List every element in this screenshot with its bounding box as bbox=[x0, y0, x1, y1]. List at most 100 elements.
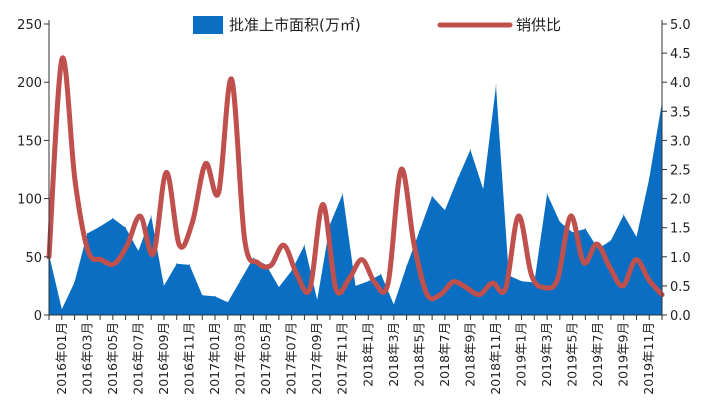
x-tick-label: 2018年3月 bbox=[386, 322, 401, 387]
area-point bbox=[291, 270, 293, 272]
x-tick-label: 2017年01月 bbox=[207, 322, 222, 395]
legend-label-area: 批准上市面积(万㎡) bbox=[229, 16, 361, 34]
line-point bbox=[205, 163, 206, 165]
area-point bbox=[623, 214, 625, 216]
line-point bbox=[283, 244, 285, 246]
line-point bbox=[192, 221, 193, 223]
y-left-tick-label: 150 bbox=[17, 134, 42, 149]
line-point bbox=[505, 288, 506, 290]
y-right-tick-label: 0.0 bbox=[670, 309, 691, 324]
x-tick-label: 2018年1月 bbox=[360, 322, 375, 387]
line-point bbox=[439, 294, 441, 296]
x-tick-label: 2016年09月 bbox=[156, 322, 171, 395]
area-point bbox=[355, 285, 356, 287]
line-point bbox=[478, 294, 480, 296]
y-right-tick-label: 4.5 bbox=[670, 47, 691, 62]
area-point bbox=[227, 301, 229, 303]
line-point bbox=[296, 273, 298, 275]
x-tick-label: 2018年11月 bbox=[488, 322, 503, 395]
x-tick-label: 2016年11月 bbox=[182, 322, 197, 395]
area-point bbox=[584, 228, 586, 230]
line-point bbox=[426, 294, 428, 296]
line-point bbox=[139, 215, 141, 217]
area-point bbox=[137, 250, 139, 252]
area-point bbox=[367, 280, 369, 282]
x-tick-label: 2018年9月 bbox=[462, 322, 477, 387]
line-point bbox=[413, 244, 415, 246]
area-point bbox=[214, 295, 216, 297]
x-tick-label: 2018年5月 bbox=[411, 322, 426, 387]
y-left-tick-label: 50 bbox=[25, 251, 42, 266]
line-point bbox=[74, 180, 76, 182]
x-tick-label: 2016年05月 bbox=[105, 322, 120, 395]
area-point bbox=[278, 286, 280, 288]
area-point bbox=[559, 221, 561, 223]
area-point bbox=[342, 193, 344, 195]
x-tick-label: 2018年7月 bbox=[437, 322, 452, 387]
x-tick-label: 2019年9月 bbox=[616, 322, 631, 387]
x-tick-label: 2019年5月 bbox=[565, 322, 580, 387]
x-tick-label: 2016年07月 bbox=[130, 322, 145, 395]
area-point bbox=[457, 178, 459, 180]
line-point bbox=[100, 259, 102, 261]
area-point bbox=[201, 294, 203, 296]
y-left-tick-label: 250 bbox=[17, 18, 42, 33]
line-point bbox=[231, 78, 233, 80]
y-right-tick-label: 2.5 bbox=[670, 164, 691, 179]
area-point bbox=[610, 240, 612, 241]
line-point bbox=[452, 281, 454, 283]
area-point bbox=[469, 149, 471, 151]
line-point bbox=[152, 253, 154, 255]
area-point bbox=[546, 193, 548, 195]
area-point bbox=[74, 281, 75, 283]
line-point bbox=[244, 238, 246, 240]
area-point bbox=[444, 209, 446, 211]
area-point bbox=[648, 178, 650, 180]
line-point bbox=[491, 282, 493, 284]
legend: 批准上市面积(万㎡) 销供比 bbox=[193, 16, 561, 34]
x-tick-label: 2016年01月 bbox=[54, 322, 69, 395]
y-left-tick-label: 200 bbox=[17, 76, 42, 91]
x-tick-label: 2017年03月 bbox=[233, 322, 248, 395]
line-point bbox=[126, 244, 128, 246]
area-series-shape bbox=[49, 85, 662, 315]
y-left-tick-label: 0 bbox=[34, 309, 42, 324]
line-point bbox=[544, 287, 546, 289]
area-point bbox=[163, 285, 165, 287]
line-point bbox=[609, 266, 611, 268]
area-point bbox=[176, 263, 178, 265]
line-point bbox=[218, 192, 220, 194]
y-right-tick-label: 5.0 bbox=[670, 18, 691, 33]
area-point bbox=[406, 265, 408, 267]
area-point bbox=[572, 231, 574, 233]
legend-label-line: 销供比 bbox=[516, 16, 561, 34]
line-point bbox=[387, 282, 389, 284]
line-point bbox=[309, 288, 311, 290]
line-point bbox=[400, 169, 402, 170]
x-tick-label: 2019年1月 bbox=[514, 322, 529, 387]
x-tick-label: 2017年07月 bbox=[284, 322, 299, 395]
y-right-tick-label: 1.0 bbox=[670, 251, 691, 266]
line-point bbox=[583, 262, 585, 264]
line-point bbox=[165, 171, 167, 173]
line-point bbox=[322, 203, 324, 205]
area-point bbox=[189, 264, 190, 266]
y-right-tick-label: 0.5 bbox=[670, 280, 691, 295]
area-point bbox=[636, 236, 637, 238]
area-point bbox=[86, 233, 88, 234]
line-point bbox=[622, 285, 624, 287]
area-point bbox=[380, 273, 382, 275]
legend-swatch-area bbox=[193, 16, 223, 34]
axes: 0 50 100 150 200 250 0.0 0.5 1.0 1.5 2.0 2.5 3.0 3.5 4… bbox=[17, 18, 691, 395]
area-point bbox=[521, 280, 522, 282]
line-series-path bbox=[46, 55, 665, 302]
line-point bbox=[178, 244, 180, 246]
x-tick-label: 2017年09月 bbox=[309, 322, 324, 395]
x-tick-label: 2016年03月 bbox=[79, 322, 94, 395]
y-right-tick-label: 3.5 bbox=[670, 105, 691, 120]
area-point bbox=[482, 188, 484, 190]
line-point bbox=[113, 263, 115, 265]
x-tick-label: 2017年05月 bbox=[258, 322, 273, 395]
line-point bbox=[374, 282, 376, 284]
